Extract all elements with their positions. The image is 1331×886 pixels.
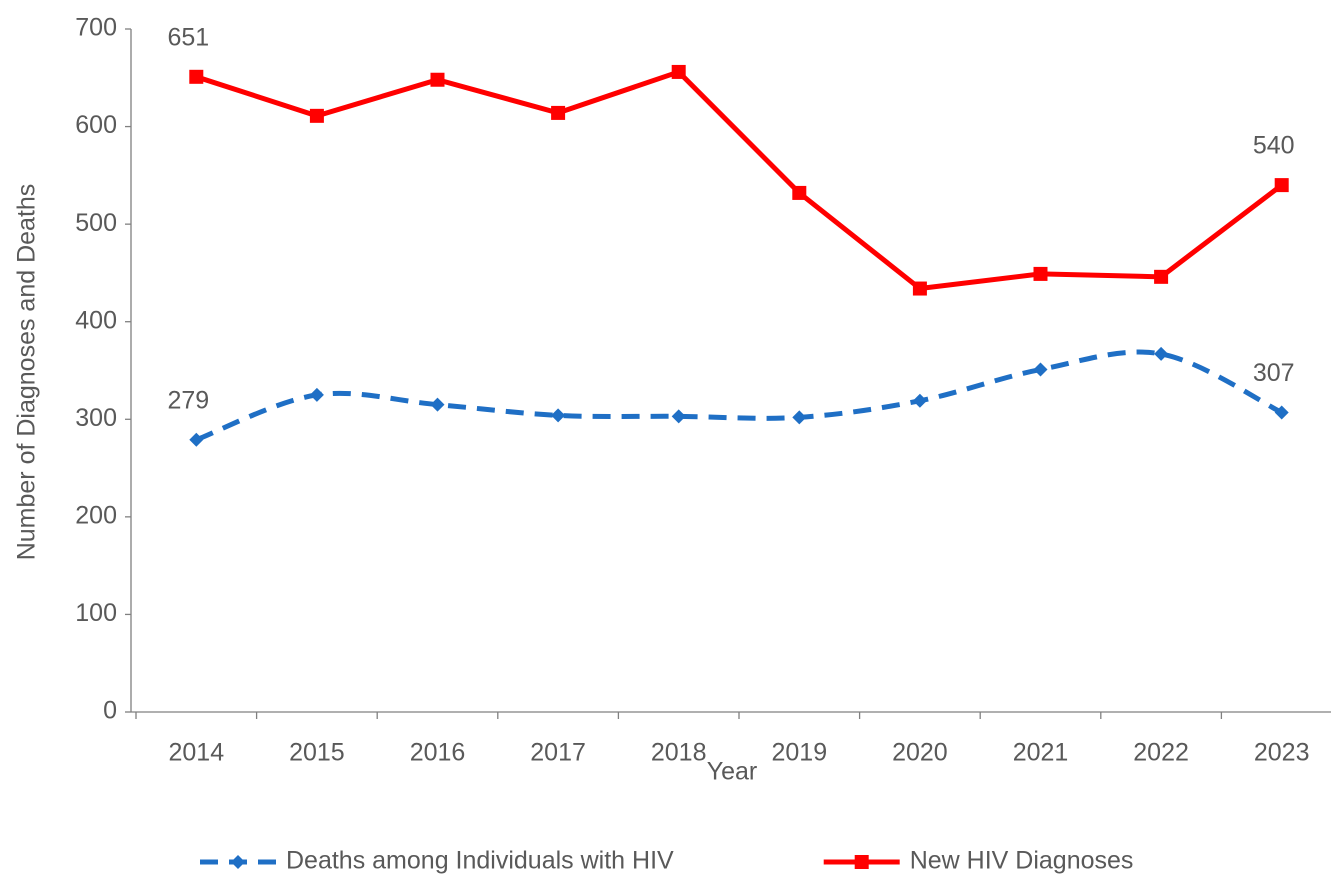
y-tick-label: 200 <box>75 501 117 529</box>
y-tick-label: 500 <box>75 209 117 237</box>
marker <box>551 408 566 423</box>
marker <box>1154 346 1169 361</box>
y-tick-label: 0 <box>103 697 117 725</box>
marker <box>189 69 204 84</box>
marker <box>551 105 566 120</box>
data-label: 307 <box>1253 359 1295 387</box>
marker <box>1274 405 1289 420</box>
series-line <box>195 69 1284 292</box>
y-tick-label: 700 <box>75 14 117 42</box>
legend-item: New HIV Diagnoses <box>823 847 1134 875</box>
x-tick-label: 2017 <box>530 739 586 767</box>
data-label: 279 <box>167 386 209 414</box>
marker <box>671 64 686 79</box>
marker <box>430 72 445 87</box>
x-tick-label: 2015 <box>289 739 345 767</box>
marker <box>309 387 324 402</box>
x-tick-label: 2021 <box>1013 739 1069 767</box>
marker <box>1274 178 1289 193</box>
y-axis-title: Number of Diagnoses and Deaths <box>13 184 41 561</box>
marker <box>792 410 807 425</box>
marker <box>430 397 445 412</box>
legend-item: Deaths among Individuals with HIV <box>200 847 674 875</box>
legend-label: New HIV Diagnoses <box>910 847 1134 875</box>
marker <box>671 409 686 424</box>
x-tick-label: 2019 <box>771 739 827 767</box>
y-tick-label: 600 <box>75 111 117 139</box>
x-axis-title: Year <box>707 758 758 786</box>
x-tick-label: 2022 <box>1133 739 1189 767</box>
marker <box>792 185 807 200</box>
series-line <box>195 349 1283 443</box>
x-tick-label: 2020 <box>892 739 948 767</box>
x-tick-label: 2014 <box>168 739 224 767</box>
marker <box>189 432 204 447</box>
x-tick-label: 2018 <box>651 739 707 767</box>
data-label: 540 <box>1253 132 1295 160</box>
marker <box>912 281 927 296</box>
y-tick-label: 100 <box>75 599 117 627</box>
marker <box>231 855 245 869</box>
y-tick-label: 400 <box>75 306 117 334</box>
marker <box>912 393 927 408</box>
marker <box>1033 266 1048 281</box>
data-label: 651 <box>167 23 209 51</box>
marker <box>1154 269 1169 284</box>
y-tick-label: 300 <box>75 404 117 432</box>
legend-label: Deaths among Individuals with HIV <box>286 847 674 875</box>
marker <box>1033 362 1048 377</box>
marker <box>309 108 324 123</box>
marker <box>854 855 869 869</box>
x-tick-label: 2016 <box>410 739 466 767</box>
x-tick-label: 2023 <box>1254 739 1310 767</box>
